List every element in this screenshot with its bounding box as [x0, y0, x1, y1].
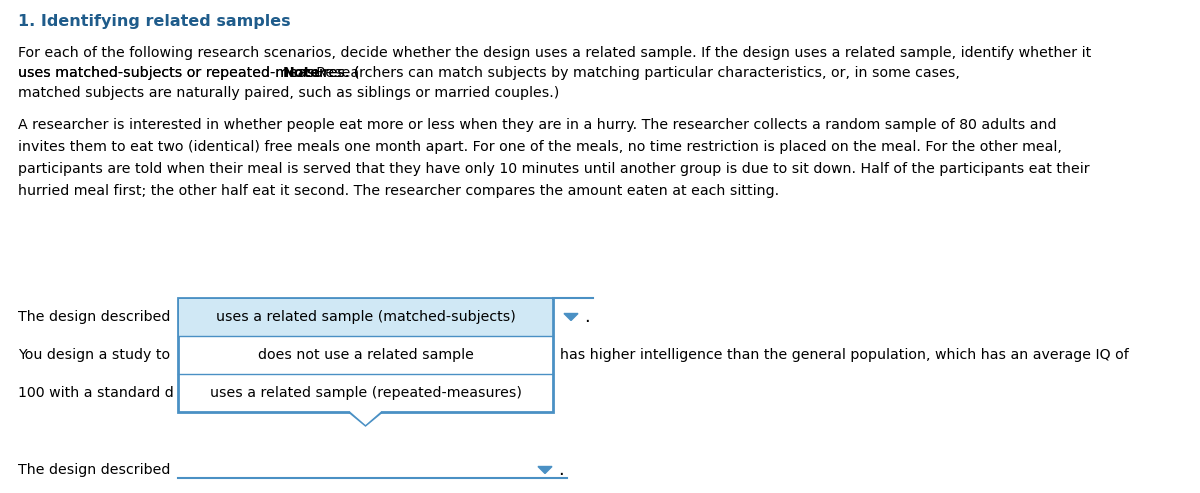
Text: The design described: The design described — [18, 310, 170, 324]
Polygon shape — [564, 314, 578, 320]
Bar — [179, 299, 552, 336]
Bar — [178, 298, 553, 412]
Text: : Researchers can match subjects by matching particular characteristics, or, in : : Researchers can match subjects by matc… — [307, 66, 960, 80]
Text: uses matched-subjects or repeated-measures. (: uses matched-subjects or repeated-measur… — [18, 66, 359, 80]
Text: .: . — [584, 308, 589, 326]
Polygon shape — [348, 412, 383, 426]
Text: A researcher is interested in whether people eat more or less when they are in a: A researcher is interested in whether pe… — [18, 118, 1056, 132]
Text: invites them to eat two (identical) free meals one month apart. For one of the m: invites them to eat two (identical) free… — [18, 140, 1062, 154]
Text: has higher intelligence than the general population, which has an average IQ of: has higher intelligence than the general… — [560, 348, 1129, 362]
Text: participants are told when their meal is served that they have only 10 minutes u: participants are told when their meal is… — [18, 162, 1090, 176]
Text: uses a related sample (repeated-measures): uses a related sample (repeated-measures… — [210, 386, 522, 400]
Text: 100 with a standard d: 100 with a standard d — [18, 386, 174, 400]
Text: matched subjects are naturally paired, such as siblings or married couples.): matched subjects are naturally paired, s… — [18, 86, 559, 100]
Text: Note: Note — [283, 66, 320, 80]
Polygon shape — [538, 466, 552, 473]
Text: hurried meal first; the other half eat it second. The researcher compares the am: hurried meal first; the other half eat i… — [18, 184, 779, 198]
Text: For each of the following research scenarios, decide whether the design uses a r: For each of the following research scena… — [18, 46, 1091, 60]
Text: uses matched-subjects or repeated-measures. (: uses matched-subjects or repeated-measur… — [18, 66, 359, 80]
Text: You design a study to: You design a study to — [18, 348, 170, 362]
Text: uses a related sample (matched-subjects): uses a related sample (matched-subjects) — [216, 310, 515, 324]
Text: .: . — [558, 461, 564, 479]
Text: 1. Identifying related samples: 1. Identifying related samples — [18, 14, 290, 29]
Polygon shape — [350, 411, 380, 424]
Text: does not use a related sample: does not use a related sample — [258, 348, 474, 362]
Text: The design described: The design described — [18, 463, 170, 477]
